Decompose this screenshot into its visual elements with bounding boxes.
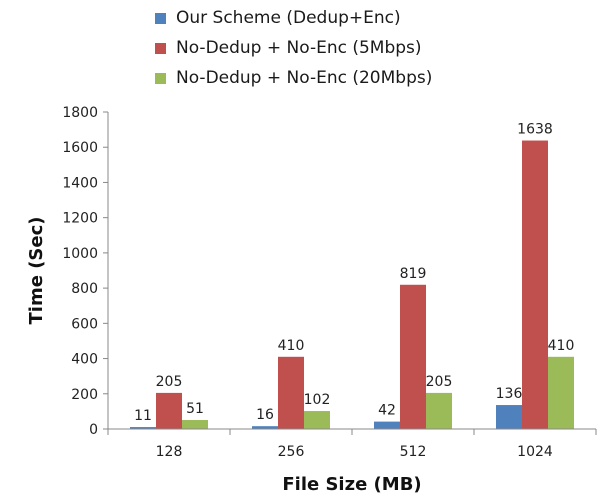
y-tick-label-1200: 1200	[62, 211, 98, 227]
x-tick-label-256: 256	[278, 444, 305, 460]
legend-label-5mbps: No-Dedup + No-Enc (5Mbps)	[176, 38, 422, 58]
x-axis-title: File Size (MB)	[282, 474, 421, 495]
y-tick-label-0: 0	[89, 422, 98, 438]
legend-swatch-our-scheme	[155, 12, 166, 24]
x-tick-label-1024: 1024	[517, 444, 553, 460]
legend-swatch-20mbps	[155, 72, 166, 84]
legend-label-our-scheme: Our Scheme (Dedup+Enc)	[176, 8, 401, 28]
data-label-s2-1024: 410	[548, 338, 575, 354]
bar-s0-128	[130, 427, 156, 429]
y-tick-label-1400: 1400	[62, 175, 98, 191]
data-label-s2-256: 102	[304, 392, 331, 408]
y-tick-label-800: 800	[71, 281, 98, 297]
legend-swatch-5mbps	[155, 42, 166, 54]
data-label-s1-1024: 1638	[517, 122, 553, 138]
legend-item-5mbps: No-Dedup + No-Enc (5Mbps)	[155, 33, 432, 63]
bar-s2-256	[304, 411, 330, 429]
data-label-s0-1024: 136	[496, 386, 523, 402]
chart-marks: 0 200 400 600 800 1000 1200 1400 1600 1800 128 11 20…	[62, 105, 597, 460]
bar-s2-128	[182, 420, 208, 429]
legend-item-our-scheme: Our Scheme (Dedup+Enc)	[155, 3, 432, 33]
y-tick-label-200: 200	[71, 387, 98, 403]
x-tick-label-128: 128	[156, 444, 183, 460]
data-label-s1-128: 205	[156, 374, 183, 390]
data-label-s0-128: 11	[134, 408, 152, 424]
data-label-s2-512: 205	[426, 374, 453, 390]
y-tick-label-600: 600	[71, 316, 98, 332]
data-label-s1-256: 410	[278, 338, 305, 354]
data-label-s0-512: 42	[378, 403, 396, 419]
data-label-s0-256: 16	[256, 407, 274, 423]
y-tick-label-1600: 1600	[62, 140, 98, 156]
bar-s2-1024	[548, 356, 574, 429]
data-label-s2-128: 51	[186, 401, 204, 417]
bar-s0-512	[374, 421, 400, 429]
legend: Our Scheme (Dedup+Enc) No-Dedup + No-Enc…	[155, 3, 432, 93]
bar-s1-256	[278, 356, 304, 429]
y-tick-label-400: 400	[71, 352, 98, 368]
bar-s1-128	[156, 392, 182, 429]
x-tick-label-512: 512	[400, 444, 427, 460]
legend-item-20mbps: No-Dedup + No-Enc (20Mbps)	[155, 63, 432, 93]
legend-label-20mbps: No-Dedup + No-Enc (20Mbps)	[176, 68, 433, 88]
bar-s0-256	[252, 426, 278, 429]
y-axis-title: Time (Sec)	[26, 217, 47, 325]
data-label-s1-512: 819	[400, 266, 427, 282]
bar-s0-1024	[496, 405, 522, 429]
bar-s2-512	[426, 392, 452, 429]
y-tick-label-1800: 1800	[62, 105, 98, 121]
y-tick-label-1000: 1000	[62, 246, 98, 262]
bar-s1-512	[400, 284, 426, 429]
bar-s1-1024	[522, 140, 548, 429]
